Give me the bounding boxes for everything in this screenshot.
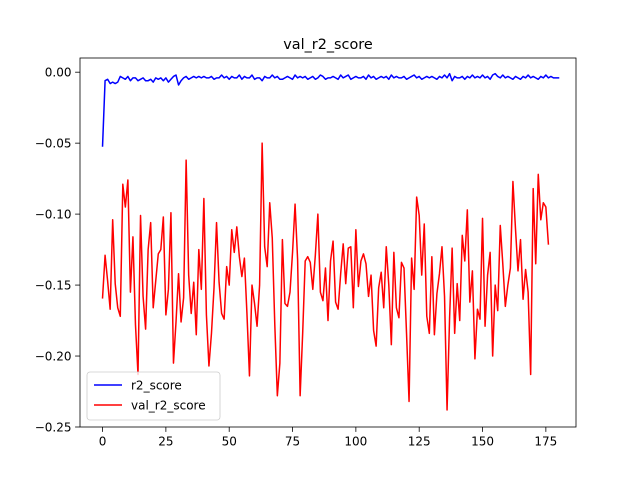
plot-background: [80, 58, 576, 427]
legend-label-val-r2-score: val_r2_score: [131, 398, 206, 412]
x-tick-label: 0: [99, 435, 107, 449]
series-line-val-r2-score: [101, 142, 550, 411]
x-tick-label: 25: [158, 435, 173, 449]
y-tick-label: 0.00: [45, 65, 72, 79]
series-layer: [101, 72, 560, 411]
x-tick-label: 125: [408, 435, 431, 449]
y-axis: 0.00 −0.05 −0.10 −0.15 −0.20 −0.25: [35, 65, 80, 434]
x-tick-label: 50: [222, 435, 237, 449]
y-tick-label: −0.25: [35, 420, 72, 434]
legend-label-r2-score: r2_score: [131, 378, 182, 392]
plot-area: [79, 57, 577, 428]
y-tick-label: −0.15: [35, 278, 72, 292]
legend: r2_score val_r2_score: [86, 371, 221, 421]
x-tick-label: 150: [471, 435, 494, 449]
legend-box: [86, 371, 221, 421]
y-tick-label: −0.05: [35, 136, 72, 150]
x-tick-label: 100: [344, 435, 367, 449]
x-tick-label: 75: [285, 435, 300, 449]
x-axis: 0 25 50 75 100 125 150 175: [99, 427, 557, 449]
chart-title: val_r2_score: [283, 37, 373, 53]
x-tick-label: 175: [534, 435, 557, 449]
y-tick-label: −0.20: [35, 349, 72, 363]
series-line-r2-score: [101, 72, 560, 147]
axes-frame: [79, 57, 577, 428]
y-tick-label: −0.10: [35, 207, 72, 221]
